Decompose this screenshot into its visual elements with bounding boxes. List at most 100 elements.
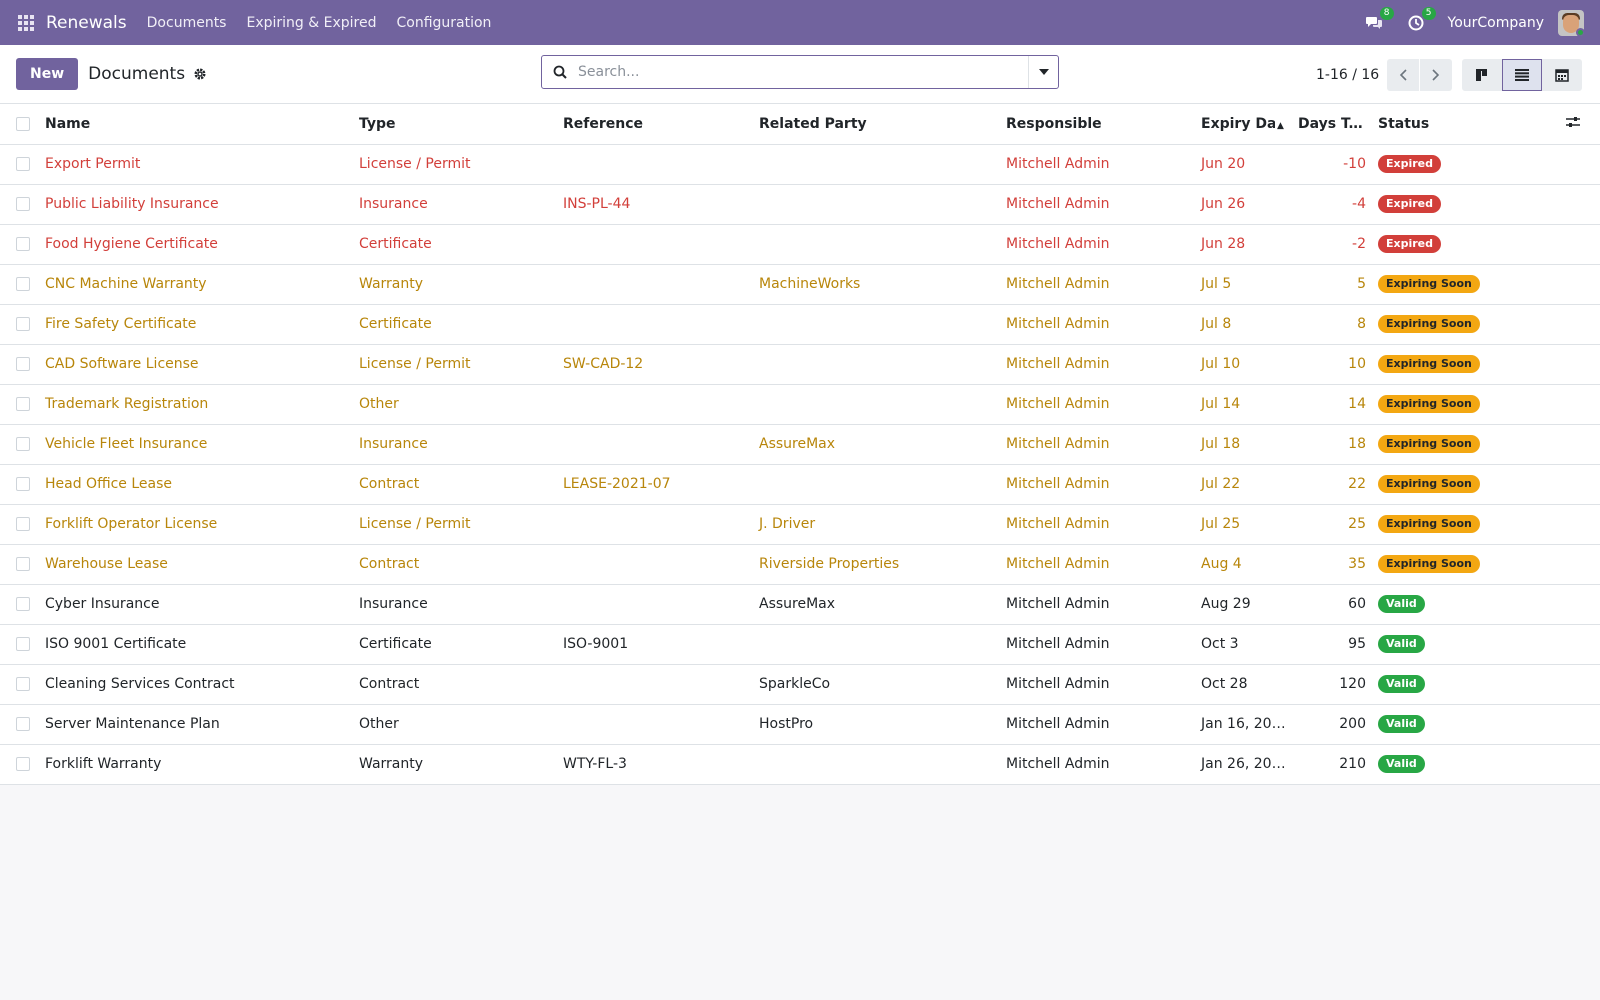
apps-menu-icon[interactable]	[18, 14, 34, 31]
cell-type: Certificate	[353, 304, 557, 345]
column-header-responsible[interactable]: Responsible	[1000, 104, 1195, 145]
column-header-name[interactable]: Name	[39, 104, 353, 145]
column-header-reference[interactable]: Reference	[557, 104, 753, 145]
cell-responsible: Mitchell Admin	[1000, 184, 1195, 225]
company-switcher[interactable]: YourCompany	[1447, 14, 1545, 31]
column-header-days-to[interactable]: Days To ...	[1292, 104, 1372, 145]
cell-days-to-expiry: 18	[1292, 424, 1372, 465]
menu-documents[interactable]: Documents	[146, 14, 227, 31]
cell-responsible: Mitchell Admin	[1000, 344, 1195, 385]
table-row[interactable]: Trademark Registration Other Mitchell Admi…	[0, 384, 1600, 425]
cell-days-to-expiry: 210	[1292, 744, 1372, 785]
sliders-icon	[1566, 116, 1580, 127]
column-header-type[interactable]: Type	[353, 104, 557, 145]
row-checkbox[interactable]	[16, 357, 30, 371]
table-row[interactable]: Fire Safety Certificate Certificate Mitche…	[0, 304, 1600, 345]
pager-next-button[interactable]	[1420, 59, 1453, 91]
row-checkbox[interactable]	[16, 197, 30, 211]
row-checkbox[interactable]	[16, 757, 30, 771]
cell-type: Insurance	[353, 184, 557, 225]
select-all-checkbox[interactable]	[16, 116, 30, 131]
table-row[interactable]: Export Permit License / Permit Mitchell Ad…	[0, 144, 1600, 185]
table-row[interactable]: ISO 9001 Certificate Certificate ISO-9001 M…	[0, 624, 1600, 665]
table-row[interactable]: Public Liability Insurance Insurance INS-P…	[0, 184, 1600, 225]
gear-icon[interactable]	[193, 67, 207, 81]
list-icon	[1515, 69, 1529, 81]
row-spacer-cell	[1560, 304, 1600, 345]
app-name[interactable]: Renewals	[46, 12, 127, 33]
row-checkbox[interactable]	[16, 317, 30, 331]
pager-previous-button[interactable]	[1387, 59, 1420, 91]
cell-responsible: Mitchell Admin	[1000, 304, 1195, 345]
row-spacer-cell	[1560, 424, 1600, 465]
row-checkbox[interactable]	[16, 157, 30, 171]
row-checkbox[interactable]	[16, 477, 30, 491]
cell-responsible: Mitchell Admin	[1000, 664, 1195, 705]
cell-days-to-expiry: 95	[1292, 624, 1372, 665]
chevron-left-icon	[1400, 69, 1407, 81]
row-spacer-cell	[1560, 384, 1600, 425]
cell-responsible: Mitchell Admin	[1000, 264, 1195, 305]
menu-expiring-expired[interactable]: Expiring & Expired	[246, 14, 377, 31]
table-row[interactable]: Vehicle Fleet Insurance Insurance AssureMa…	[0, 424, 1600, 465]
row-checkbox[interactable]	[16, 677, 30, 691]
cell-days-to-expiry: 14	[1292, 384, 1372, 425]
calendar-view-button[interactable]	[1542, 59, 1582, 91]
column-header-status[interactable]: Status	[1372, 104, 1560, 145]
cell-responsible: Mitchell Admin	[1000, 704, 1195, 745]
status-badge: Valid	[1378, 715, 1425, 733]
cell-reference	[557, 704, 753, 745]
row-spacer-cell	[1560, 144, 1600, 185]
row-checkbox[interactable]	[16, 437, 30, 451]
table-row[interactable]: Warehouse Lease Contract Riverside Propert…	[0, 544, 1600, 585]
table-header-row: Name Type Reference Related Party Respon…	[0, 104, 1600, 145]
row-checkbox[interactable]	[16, 517, 30, 531]
cell-status: Expiring Soon	[1372, 464, 1560, 505]
row-checkbox[interactable]	[16, 637, 30, 651]
messages-systray[interactable]: 8	[1364, 6, 1394, 33]
search-options-toggle[interactable]	[1028, 56, 1058, 88]
table-row[interactable]: Forklift Operator License License / Permi…	[0, 504, 1600, 545]
status-badge: Expiring Soon	[1378, 515, 1480, 533]
row-checkbox[interactable]	[16, 557, 30, 571]
menu-configuration[interactable]: Configuration	[396, 14, 492, 31]
optional-columns-toggle[interactable]	[1560, 104, 1600, 145]
cell-name: Cleaning Services Contract	[39, 664, 353, 705]
column-header-related-party[interactable]: Related Party	[753, 104, 1000, 145]
table-row[interactable]: Server Maintenance Plan Other HostPro Mitch…	[0, 704, 1600, 745]
activities-systray[interactable]: 5	[1406, 6, 1436, 33]
row-checkbox[interactable]	[16, 237, 30, 251]
calendar-icon	[1555, 69, 1569, 82]
cell-expiry-date: Jul 25	[1195, 504, 1292, 545]
table-row[interactable]: Cleaning Services Contract Contract Sparkl…	[0, 664, 1600, 705]
table-row[interactable]: Head Office Lease Contract LEASE-2021-07 Mi…	[0, 464, 1600, 505]
new-button[interactable]: New	[16, 58, 79, 90]
cell-days-to-expiry: 5	[1292, 264, 1372, 305]
table-row[interactable]: Cyber Insurance Insurance AssureMax Mitchel…	[0, 584, 1600, 625]
row-checkbox[interactable]	[16, 277, 30, 291]
table-row[interactable]: CAD Software License License / Permit SW-C…	[0, 344, 1600, 385]
table-row[interactable]: Food Hygiene Certificate Certificate Mitch…	[0, 224, 1600, 265]
cell-related-party	[753, 144, 1000, 185]
list-view-button[interactable]	[1502, 59, 1542, 91]
status-badge: Expired	[1378, 155, 1442, 173]
cell-related-party	[753, 224, 1000, 265]
cell-expiry-date: Jul 14	[1195, 384, 1292, 425]
caret-down-icon	[1038, 69, 1049, 75]
column-header-expiry-date[interactable]: Expiry Date▲	[1195, 104, 1292, 145]
row-spacer-cell	[1560, 224, 1600, 265]
search-input[interactable]	[578, 56, 1028, 88]
table-row[interactable]: CNC Machine Warranty Warranty MachineWorks…	[0, 264, 1600, 305]
expiry-date-label: Expiry Date	[1201, 115, 1275, 132]
user-avatar[interactable]	[1558, 9, 1584, 36]
table-row[interactable]: Forklift Warranty Warranty WTY-FL-3 Mitchel…	[0, 744, 1600, 785]
row-spacer-cell	[1560, 544, 1600, 585]
cell-name: Fire Safety Certificate	[39, 304, 353, 345]
pager-value[interactable]: 1-16 / 16	[1316, 67, 1380, 83]
cell-reference: INS-PL-44	[557, 184, 753, 225]
row-checkbox[interactable]	[16, 597, 30, 611]
row-checkbox[interactable]	[16, 717, 30, 731]
kanban-view-button[interactable]	[1462, 59, 1502, 91]
cell-status: Valid	[1372, 664, 1560, 705]
row-checkbox[interactable]	[16, 397, 30, 411]
